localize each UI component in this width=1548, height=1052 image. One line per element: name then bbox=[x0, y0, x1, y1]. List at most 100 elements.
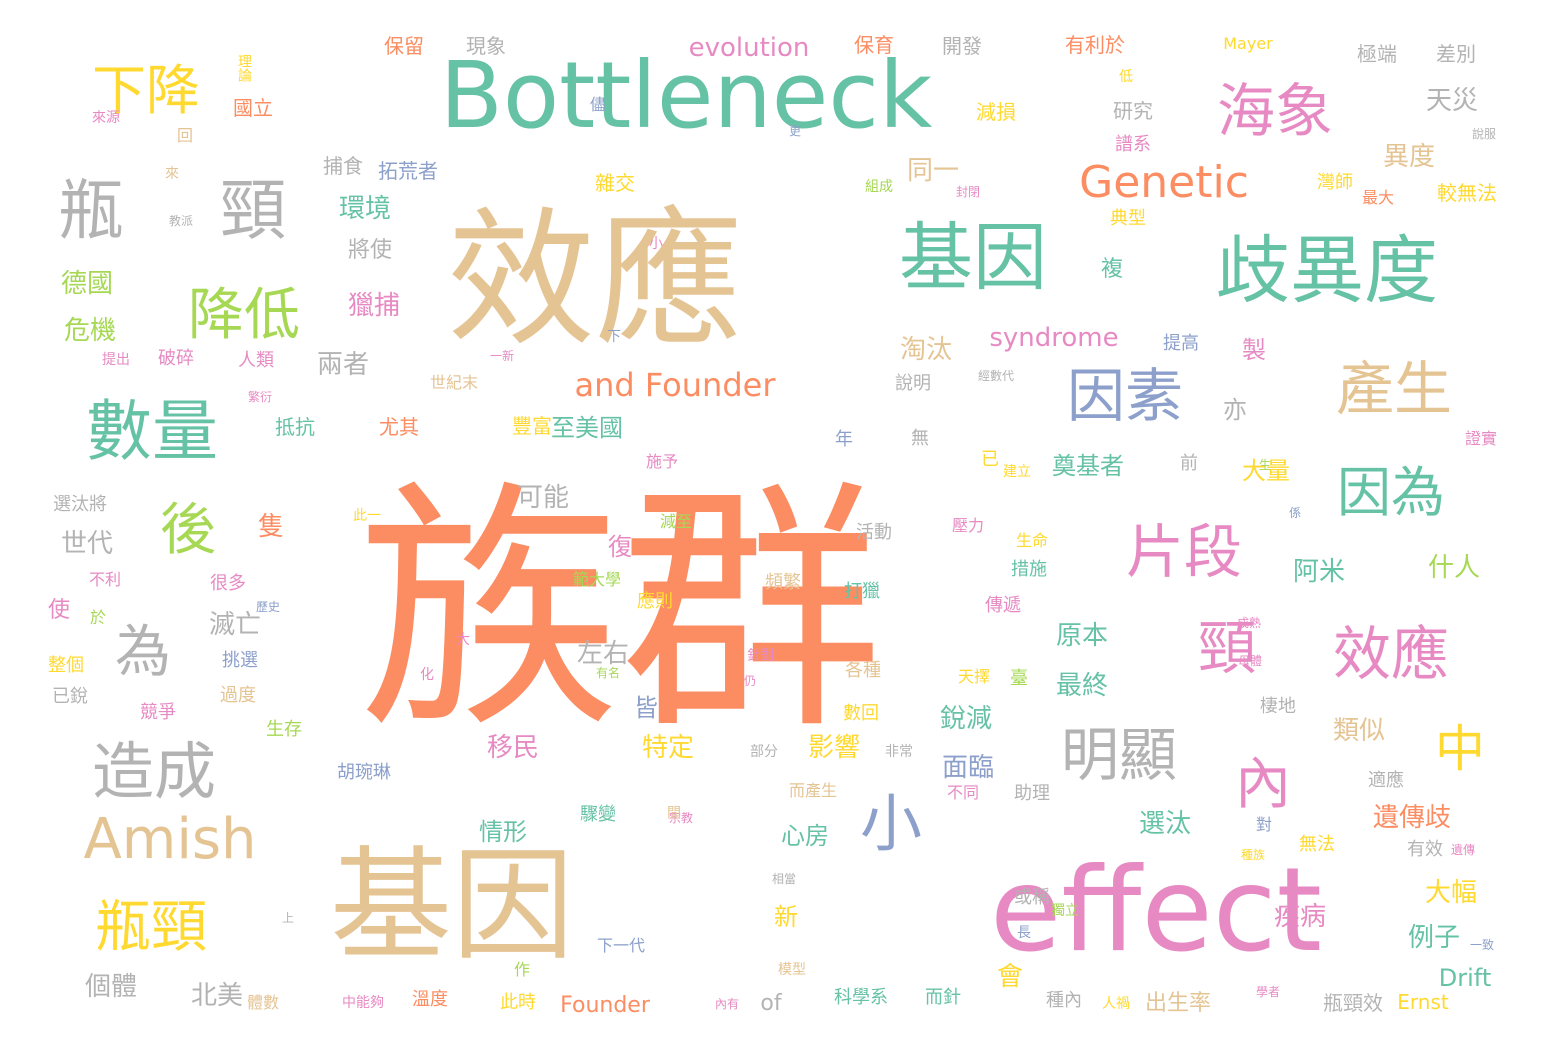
cloud-word: 疾病 bbox=[1273, 902, 1327, 932]
cloud-word: 而針 bbox=[925, 987, 961, 1008]
cloud-word: 不利 bbox=[88, 570, 122, 589]
cloud-word: 新 bbox=[774, 903, 798, 931]
cloud-word: 此一 bbox=[353, 508, 381, 524]
cloud-word: 隻 bbox=[257, 512, 285, 542]
cloud-word: 前 bbox=[1180, 453, 1198, 474]
cloud-word: 銳減 bbox=[939, 704, 993, 734]
cloud-word: 各種 bbox=[845, 660, 881, 681]
cloud-word: 有名 bbox=[595, 666, 621, 680]
cloud-word: 面臨 bbox=[941, 753, 995, 783]
cloud-word: 說明 bbox=[895, 373, 931, 394]
cloud-word: 種族 bbox=[1240, 848, 1266, 862]
cloud-word: 證實 bbox=[1464, 429, 1498, 448]
cloud-word: 心房 bbox=[781, 822, 829, 850]
cloud-word: 臺 bbox=[1010, 668, 1028, 689]
cloud-word: 範大學 bbox=[572, 570, 622, 589]
cloud-word: 下降 bbox=[92, 59, 200, 122]
cloud-word: 使 bbox=[47, 598, 71, 623]
cloud-word: Founder bbox=[560, 993, 650, 1018]
cloud-word: 效應 bbox=[447, 194, 743, 366]
cloud-word: 無 bbox=[911, 428, 929, 449]
cloud-word: 數量 bbox=[86, 393, 218, 470]
cloud-word: 中 bbox=[1435, 720, 1485, 778]
cloud-word: 繁衍 bbox=[247, 390, 273, 404]
cloud-word: 較無法 bbox=[1437, 181, 1497, 205]
cloud-word: 最終 bbox=[1055, 671, 1109, 701]
cloud-word: 片段 bbox=[1125, 518, 1243, 586]
cloud-word: 助理 bbox=[1014, 783, 1050, 804]
cloud-word: 歧異度 bbox=[1216, 228, 1438, 314]
cloud-word: 內有 bbox=[714, 997, 740, 1011]
cloud-word: 仍 bbox=[743, 674, 757, 688]
cloud-word: 非常 bbox=[885, 744, 913, 760]
cloud-word: 天擇 bbox=[957, 667, 991, 686]
cloud-word: 選汰 bbox=[1138, 809, 1192, 839]
cloud-word: 模型 bbox=[778, 962, 806, 978]
cloud-word: 生存 bbox=[266, 719, 302, 740]
cloud-word: 北美 bbox=[190, 981, 244, 1011]
cloud-word: 遺傳 bbox=[1450, 843, 1476, 857]
cloud-word: 頻繁 bbox=[765, 572, 801, 593]
cloud-word: 而產生 bbox=[788, 781, 838, 800]
cloud-word: 作 bbox=[513, 960, 531, 979]
cloud-word: 移民 bbox=[486, 733, 540, 763]
cloud-word: 針對 bbox=[747, 648, 775, 664]
cloud-word: 科學系 bbox=[834, 987, 888, 1008]
cloud-word: 低 bbox=[1119, 69, 1133, 85]
cloud-word: 一致 bbox=[1469, 938, 1495, 952]
cloud-word: syndrome bbox=[989, 323, 1119, 353]
cloud-word: 因為 bbox=[1337, 461, 1445, 524]
cloud-word: 一新 bbox=[489, 349, 515, 363]
cloud-word: 保留 bbox=[384, 34, 424, 58]
cloud-word: 遺傳歧 bbox=[1372, 803, 1452, 833]
cloud-word: 來 bbox=[165, 166, 179, 182]
cloud-word: Ernst bbox=[1397, 990, 1449, 1014]
cloud-word: 歷史 bbox=[255, 600, 281, 614]
cloud-word: 部分 bbox=[750, 744, 778, 760]
cloud-word: 開發 bbox=[942, 34, 982, 58]
cloud-word: 儘 bbox=[587, 96, 606, 112]
cloud-word: 明顯 bbox=[1060, 721, 1178, 789]
cloud-word: 溫度 bbox=[412, 989, 448, 1010]
cloud-word: 亦 bbox=[1223, 396, 1247, 424]
cloud-word: 人禍 bbox=[1102, 996, 1130, 1012]
cloud-word: 頸 bbox=[1197, 614, 1257, 682]
cloud-word: 現象 bbox=[466, 34, 506, 58]
cloud-word: 什人 bbox=[1427, 553, 1481, 583]
cloud-word: 來源 bbox=[92, 110, 120, 126]
cloud-word: 競爭 bbox=[140, 702, 176, 723]
cloud-word: 相當 bbox=[771, 872, 797, 886]
cloud-word: 很多 bbox=[210, 573, 246, 594]
cloud-word: 尤其 bbox=[379, 415, 419, 439]
cloud-word: 獨立 bbox=[1051, 903, 1079, 919]
cloud-word: 驟變 bbox=[580, 804, 616, 825]
cloud-word: 造成 bbox=[91, 735, 217, 808]
cloud-word: 小 bbox=[859, 787, 923, 860]
cloud-word: 製 bbox=[1242, 336, 1266, 364]
cloud-word: 瓶頸效 bbox=[1323, 991, 1383, 1015]
cloud-word: 環境 bbox=[338, 194, 392, 224]
cloud-word: 已銳 bbox=[52, 686, 88, 707]
cloud-word: 異度 bbox=[1382, 142, 1436, 172]
cloud-word: 長 bbox=[1017, 925, 1031, 941]
cloud-word: 雜交 bbox=[595, 171, 635, 195]
cloud-word: 大 bbox=[456, 632, 470, 648]
cloud-word: 胡琬琳 bbox=[337, 762, 391, 783]
cloud-word: 基因 bbox=[330, 835, 574, 977]
cloud-word: 生 bbox=[1258, 458, 1272, 472]
cloud-word: 種內 bbox=[1046, 990, 1082, 1011]
cloud-word: 皆 bbox=[634, 694, 658, 722]
cloud-word: 譜系 bbox=[1115, 134, 1151, 155]
cloud-word: 更 bbox=[788, 124, 802, 138]
cloud-word: 提高 bbox=[1163, 333, 1199, 354]
cloud-word: 原本 bbox=[1055, 621, 1109, 651]
cloud-word: 保育 bbox=[854, 33, 894, 57]
cloud-word: 係 bbox=[1288, 506, 1302, 520]
cloud-word: 間 bbox=[665, 805, 681, 819]
cloud-word: 抵抗 bbox=[275, 415, 315, 439]
cloud-word: 例子 bbox=[1407, 923, 1461, 953]
cloud-word: 影響 bbox=[807, 733, 861, 763]
cloud-word: 整個 bbox=[48, 655, 84, 676]
cloud-word: 生命 bbox=[1015, 531, 1049, 550]
cloud-word: 施予 bbox=[645, 452, 679, 471]
